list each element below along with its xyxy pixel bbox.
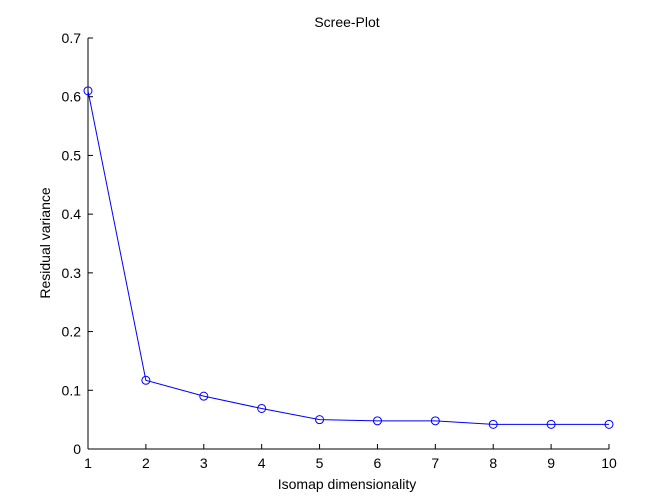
chart-title: Scree-Plot xyxy=(314,14,379,30)
data-point xyxy=(546,419,556,429)
axes xyxy=(87,38,609,450)
y-tick-label: 0.3 xyxy=(62,265,82,281)
data-point xyxy=(488,419,498,429)
y-tick-label: 0.5 xyxy=(62,147,82,163)
data-point xyxy=(83,86,93,96)
data-point xyxy=(257,403,267,413)
data-point xyxy=(315,415,325,425)
y-tick-label: 0.7 xyxy=(62,30,82,46)
x-tick-label: 8 xyxy=(489,455,497,471)
y-tick-label: 0.2 xyxy=(62,324,82,340)
data-point xyxy=(141,375,151,385)
x-tick-label: 2 xyxy=(142,455,150,471)
series-layer xyxy=(83,86,614,429)
y-tick-label: 0.6 xyxy=(62,89,82,105)
x-tick-label: 10 xyxy=(601,455,617,471)
series-line xyxy=(87,90,609,425)
x-axis-label: Isomap dimensionality xyxy=(278,476,417,492)
data-point xyxy=(604,419,614,429)
data-point xyxy=(430,416,440,426)
y-tick-label: 0.1 xyxy=(62,382,82,398)
x-tick-label: 9 xyxy=(547,455,555,471)
x-tick-label: 6 xyxy=(374,455,382,471)
data-point xyxy=(372,416,382,426)
y-tick-label: 0 xyxy=(73,441,81,457)
x-tick-label: 1 xyxy=(84,455,92,471)
ticks: 1 2 3 4 5 6 7 8 9 10 0 0.1 0.2 0.3 0.4 0.5 0.6 0.7 xyxy=(62,30,617,471)
y-tick-label: 0.4 xyxy=(62,206,82,222)
x-tick-label: 5 xyxy=(316,455,324,471)
x-tick-label: 7 xyxy=(431,455,439,471)
x-tick-label: 4 xyxy=(258,455,266,471)
x-tick-label: 3 xyxy=(200,455,208,471)
y-axis-label: Residual variance xyxy=(37,187,53,298)
data-point xyxy=(199,391,209,401)
